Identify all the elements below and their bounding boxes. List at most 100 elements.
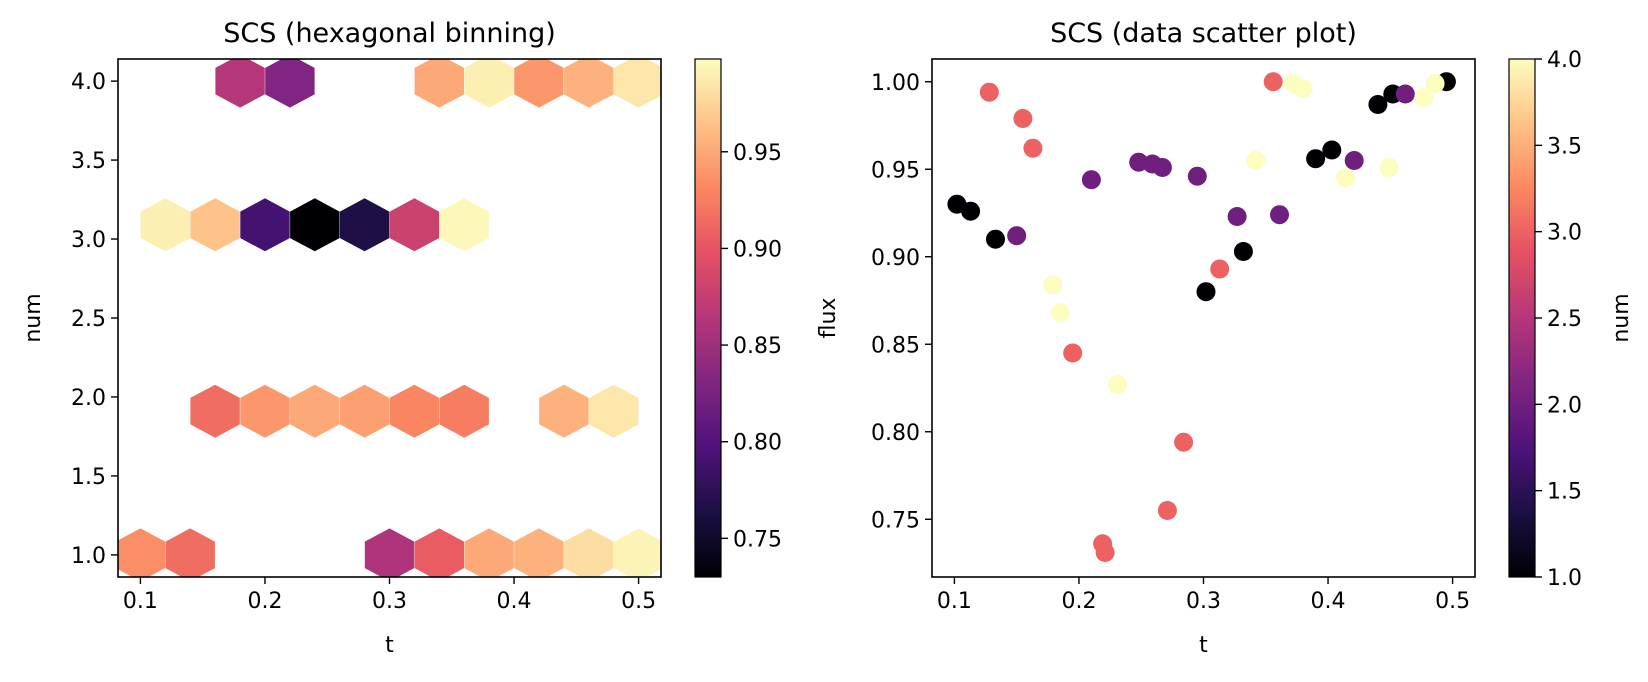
hexbin-cell — [439, 198, 489, 252]
scatter-point — [1174, 432, 1194, 452]
hexbin-colorbar-gradient — [694, 58, 722, 578]
scatter-point — [1013, 109, 1033, 128]
scatter-point — [1246, 151, 1266, 170]
scatter-colorbar-gradient — [1508, 58, 1536, 578]
scatter-point — [1414, 88, 1434, 107]
hexbin-x-tick-label: 0.1 — [123, 589, 158, 614]
hexbin-cell — [389, 198, 440, 252]
scatter-point — [1023, 138, 1043, 158]
scatter-title: SCS (data scatter plot) — [1050, 18, 1357, 49]
hexbin-y-tick-label: 2.0 — [71, 386, 106, 411]
hexbin-cell — [265, 59, 315, 108]
scatter-colorbar-tick-label: 4.0 — [1547, 48, 1582, 73]
hexbin-colorbar: 0.75 0.80 0.85 0.90 0.95 — [694, 58, 782, 578]
scatter-colorbar-tick-label: 1.0 — [1547, 566, 1582, 591]
scatter-point — [1233, 242, 1253, 261]
scatter-point — [1270, 205, 1289, 225]
hexbin-y-label: num — [21, 293, 46, 342]
hexbin-cell — [389, 384, 440, 438]
scatter-point — [1050, 303, 1070, 323]
hexbin-cell — [240, 198, 290, 252]
scatter-y-label: flux — [816, 298, 841, 339]
hexbin-cell — [215, 59, 265, 108]
hexbin-cell — [165, 528, 215, 577]
hexbin-colorbar-tick-label: 0.95 — [733, 141, 782, 166]
scatter-x-tick-label: 0.3 — [1186, 589, 1221, 614]
hexbin-colorbar-tick-label: 0.80 — [733, 431, 782, 456]
hexbin-cell — [613, 528, 661, 577]
scatter-x-tick-label: 0.2 — [1061, 589, 1096, 614]
scatter-points — [947, 72, 1456, 562]
scatter-point — [1108, 375, 1128, 394]
scatter-point — [1425, 74, 1445, 93]
hexbin-cell — [339, 384, 390, 438]
hexbin-cell — [290, 384, 340, 438]
scatter-y-tick-label: 1.00 — [871, 71, 920, 96]
hexbin-colorbar-tick-label: 0.85 — [733, 334, 782, 359]
hexbin-y-tick-label: 1.5 — [71, 465, 106, 490]
hexbin-y-tick-label: 3.5 — [71, 149, 106, 174]
hexbin-cell — [514, 59, 564, 108]
scatter-colorbar-tick-label: 2.0 — [1547, 393, 1582, 418]
scatter-point — [1306, 149, 1326, 169]
scatter-x-ticks: 0.1 0.2 0.3 0.4 0.5 — [937, 577, 1470, 614]
scatter-point — [1095, 543, 1115, 562]
hexbin-x-tick-label: 0.5 — [621, 589, 656, 614]
scatter-point — [1157, 501, 1177, 520]
scatter-y-tick-label: 0.75 — [871, 508, 920, 533]
hexbin-cell — [364, 528, 415, 577]
hexbin-cells — [118, 59, 661, 577]
scatter-point — [1152, 158, 1172, 177]
scatter-point — [1322, 140, 1342, 160]
hexbin-x-tick-label: 0.4 — [497, 589, 532, 614]
scatter-colorbar-tick-label: 3.0 — [1547, 221, 1582, 246]
scatter-point — [979, 82, 999, 102]
hexbin-cell — [414, 528, 464, 577]
hexbin-colorbar-tick-label: 0.90 — [733, 237, 782, 262]
hexbin-cell — [613, 59, 661, 108]
hexbin-cell — [564, 59, 614, 108]
scatter-point — [961, 201, 981, 221]
scatter-colorbar-tick-label: 1.5 — [1547, 480, 1582, 505]
hexbin-cell — [564, 528, 614, 577]
hexbin-x-label: t — [385, 633, 394, 658]
scatter-point — [1210, 259, 1230, 279]
hexbin-y-tick-label: 1.0 — [71, 544, 106, 569]
scatter-y-tick-label: 0.95 — [871, 158, 920, 183]
hexbin-y-ticks: 1.0 1.5 2.0 2.5 3.0 3.5 4.0 — [71, 70, 118, 569]
scatter-point — [1379, 158, 1399, 177]
hexbin-chart: SCS (hexagonal binning) 0.1 0.2 0.3 0.4 0.5 … — [21, 18, 782, 658]
scatter-point — [1336, 168, 1355, 188]
hexbin-cell — [190, 384, 240, 438]
scatter-point — [1187, 166, 1207, 186]
scatter-colorbar-label: num — [1609, 293, 1634, 342]
scatter-plot-frame — [931, 58, 1476, 578]
hexbin-y-tick-label: 4.0 — [71, 70, 106, 95]
hexbin-cell — [464, 59, 514, 108]
scatter-y-tick-label: 0.80 — [871, 421, 920, 446]
scatter-point — [1081, 170, 1101, 190]
hexbin-y-tick-label: 3.0 — [71, 228, 106, 253]
scatter-point — [1227, 207, 1247, 226]
scatter-chart: SCS (data scatter plot) 0.1 0.2 0.3 0.4 0.5 … — [816, 18, 1634, 658]
scatter-y-ticks: 0.75 0.80 0.85 0.90 0.95 1.00 — [871, 71, 932, 533]
hexbin-y-tick-label: 2.5 — [71, 307, 106, 332]
hexbin-cell — [514, 528, 564, 577]
scatter-x-tick-label: 0.4 — [1311, 589, 1346, 614]
scatter-x-tick-label: 0.5 — [1435, 589, 1470, 614]
hexbin-cell — [414, 59, 464, 108]
hexbin-cell — [140, 198, 190, 252]
hexbin-x-tick-label: 0.3 — [372, 589, 407, 614]
scatter-y-tick-label: 0.85 — [871, 333, 920, 358]
hexbin-cell — [190, 198, 240, 252]
hexbin-cell — [439, 384, 489, 438]
hexbin-cell — [464, 528, 514, 577]
scatter-point — [1293, 79, 1313, 99]
scatter-point — [1063, 343, 1083, 363]
scatter-point — [1395, 84, 1415, 104]
hexbin-cell — [240, 384, 290, 438]
scatter-colorbar-tick-label: 2.5 — [1547, 307, 1582, 332]
scatter-colorbar-tick-label: 3.5 — [1547, 134, 1582, 159]
hexbin-colorbar-tick-label: 0.75 — [733, 527, 782, 552]
